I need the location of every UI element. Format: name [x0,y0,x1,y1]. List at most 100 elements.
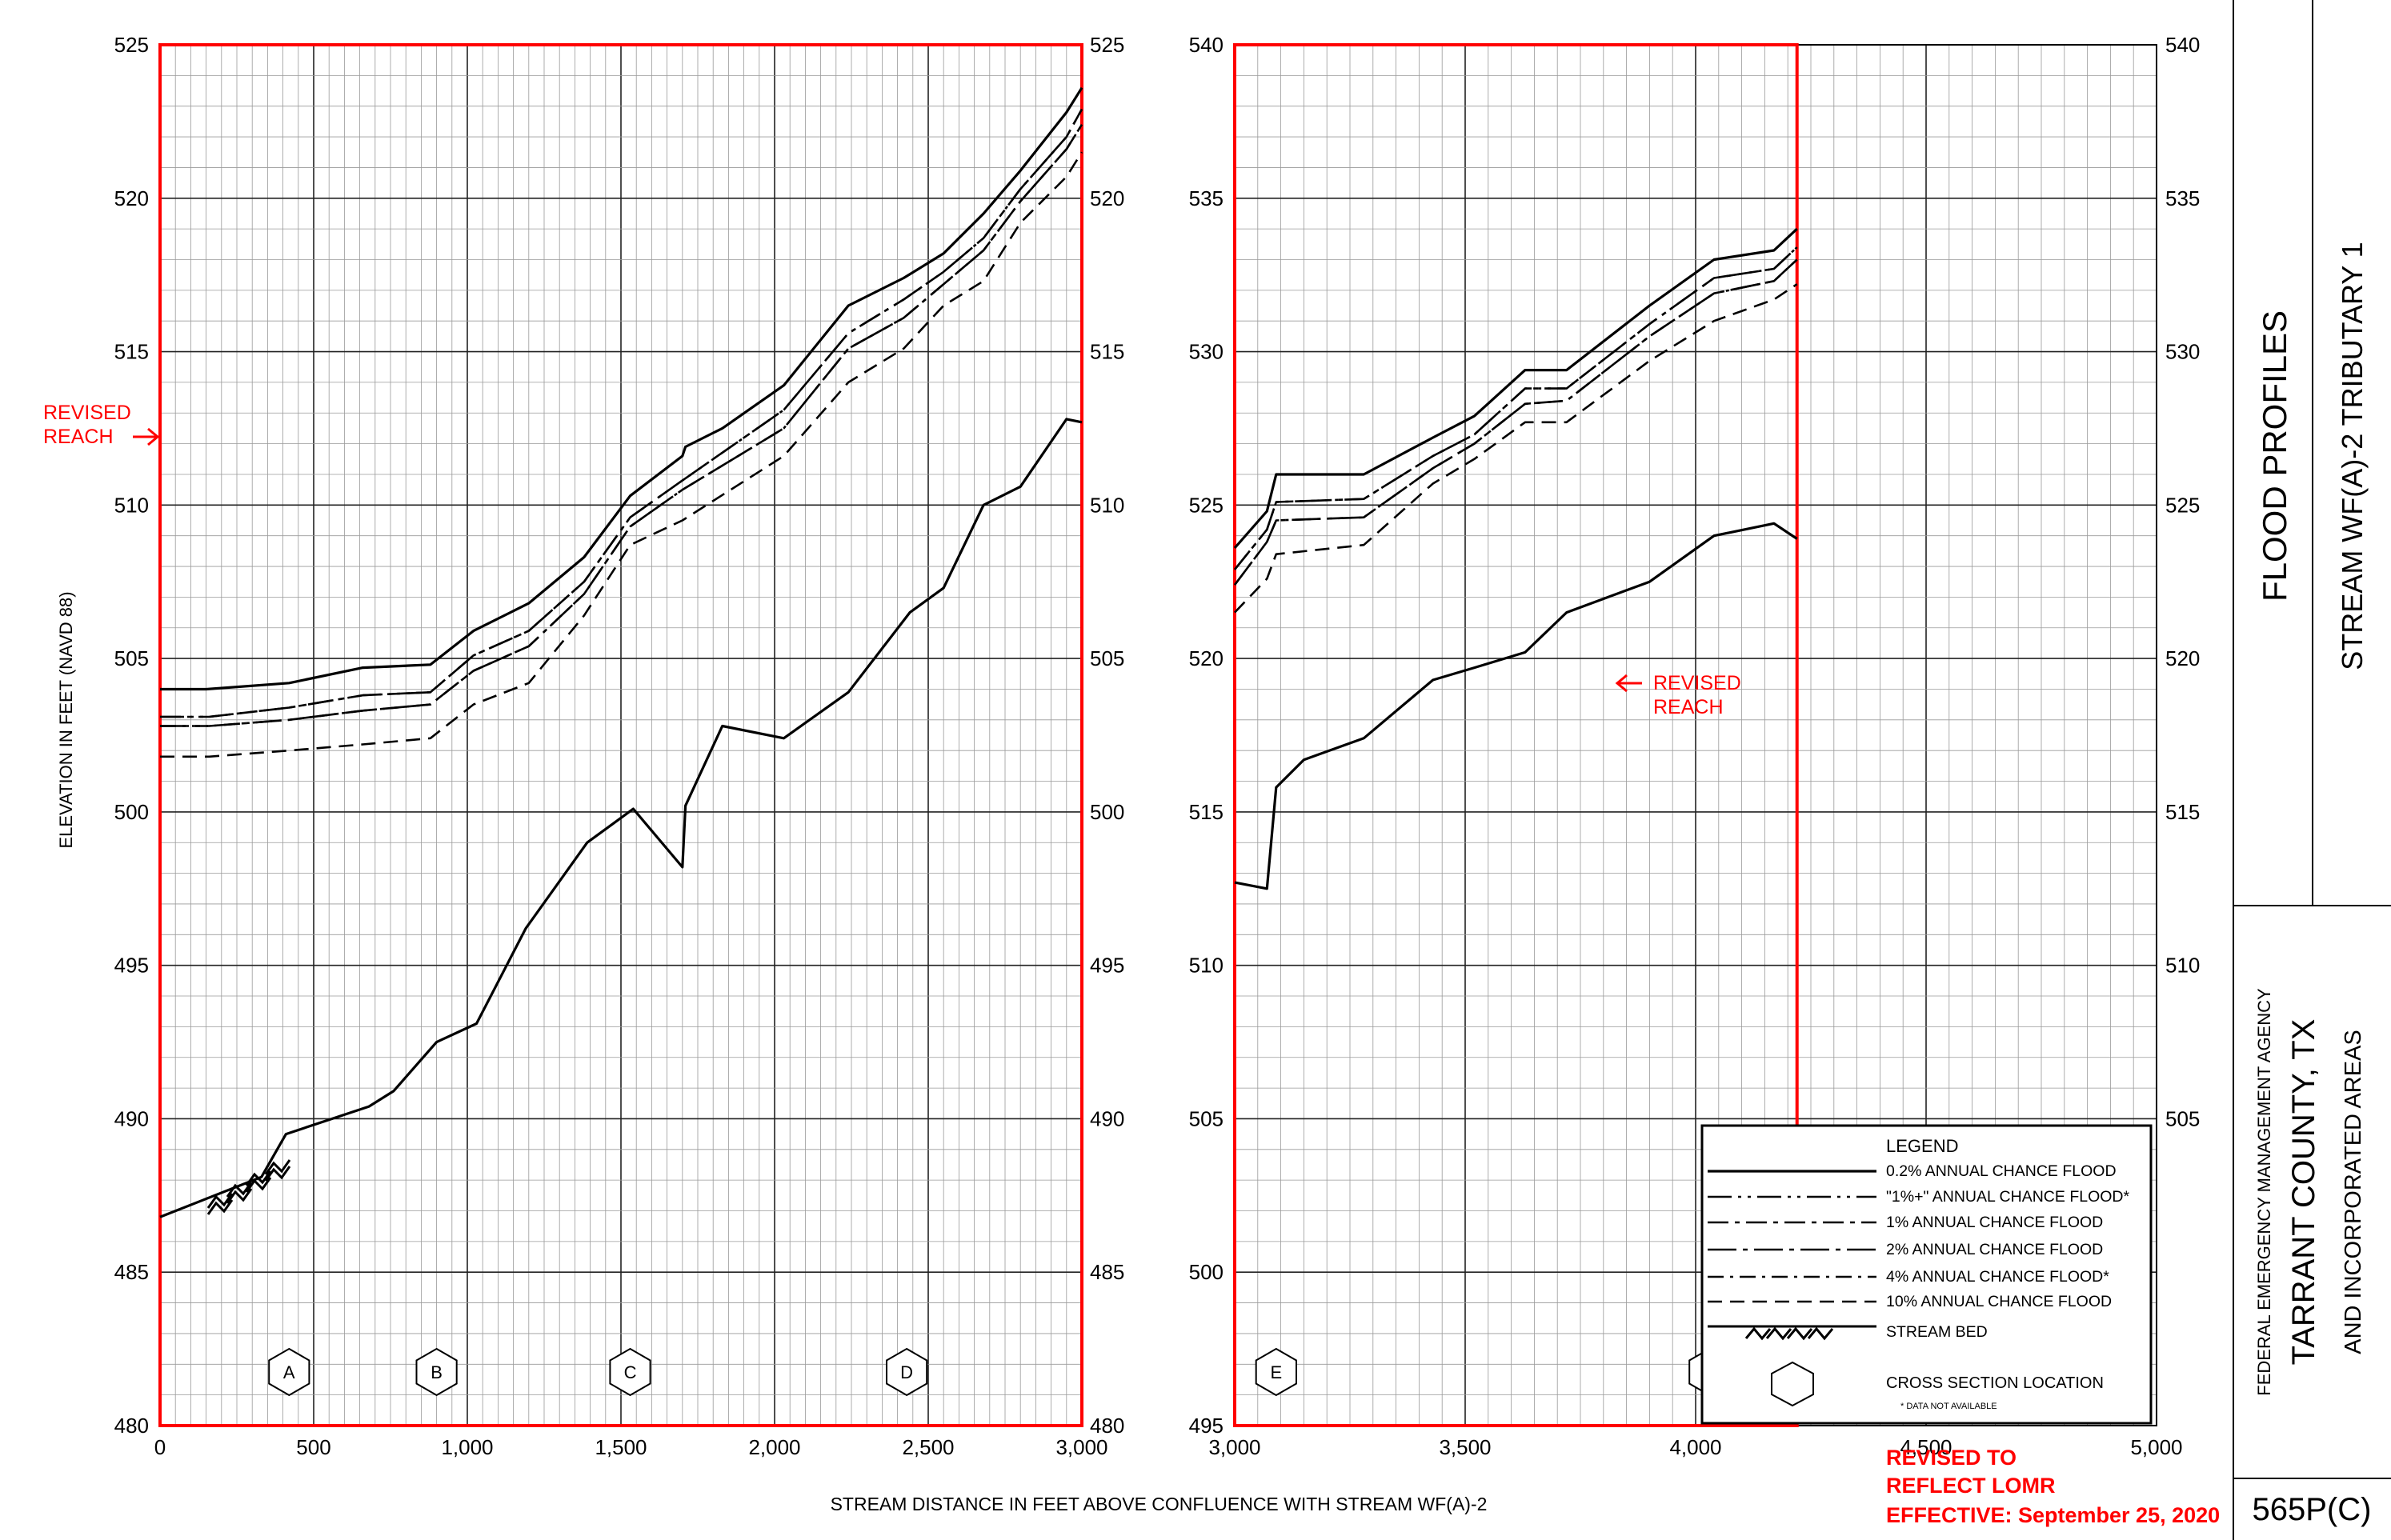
legend-footnote: * DATA NOT AVAILABLE [1900,1402,1997,1411]
y-tick-label: 505 [1189,1106,1224,1130]
legend-hatch [1786,1326,1813,1341]
y-tick-label: 515 [1189,800,1224,824]
legend-items: 0.2% ANNUAL CHANCE FLOOD "1%+" ANNUAL CHA… [1708,1162,2129,1341]
y-tick-label: 515 [114,340,149,364]
y-tick-label: 535 [1189,186,1224,210]
x-tick-label: 3,000 [1055,1435,1107,1459]
revised-stamp-line2: REFLECT LOMR [1886,1474,2055,1498]
panel-number: 565P(C) [2253,1492,2372,1527]
cross-section-hexagon [886,1347,928,1397]
y-tick-label-right: 515 [2165,800,2200,824]
y-tick-label-right: 525 [2165,493,2200,517]
y-tick-label: 525 [1189,493,1224,517]
legend-label: STREAM BED [1886,1323,1988,1341]
cross-section-marker: E [1255,1347,1297,1397]
title-flood-profiles: FLOOD PROFILES [2256,310,2293,602]
series-line-stream-bed [159,418,1083,1218]
title-stream-name: STREAM WF(A)-2 TRIBUTARY 1 [2336,242,2369,670]
revised-stamp: REVISED TO REFLECT LOMR EFFECTIVE: Septe… [1886,1446,2220,1527]
cross-section-label: C [624,1362,637,1382]
cross-section-marker: C [609,1347,651,1397]
title-block: FLOOD PROFILES STREAM WF(A)-2 TRIBUTARY … [2233,0,2391,1540]
cross-section-label: D [900,1362,913,1382]
x-tick-label: 5,000 [2130,1435,2182,1459]
legend-title: LEGEND [1886,1136,1958,1156]
profile-panel-left: 480 485 490 495 500 505 510 515 520 525 480 485 490 4… [114,33,1125,1459]
title-agency: FEDERAL EMERGENCY MANAGEMENT AGENCY [2254,988,2274,1396]
revised-reach-right-line1: REVISED [1653,672,1741,694]
cross-section-marker: B [415,1347,458,1397]
revised-reach-left-line2: REACH [43,426,114,448]
series-line-stream-bed [1234,522,1798,890]
right-series [1233,227,1798,890]
y-tick-label: 520 [1189,646,1224,670]
y-axis-title: ELEVATION IN FEET (NAVD 88) [56,591,76,848]
y-tick-label-right: 520 [1090,186,1124,210]
y-tick-label-right: 485 [1090,1260,1124,1284]
y-tick-label: 520 [114,186,149,210]
cross-section-marker: A [268,1347,310,1397]
cross-section-hexagon [268,1347,310,1397]
x-tick-label: 2,000 [748,1435,800,1459]
y-tick-label-right: 510 [1090,493,1124,517]
x-tick-label: 2,500 [902,1435,954,1459]
legend-label: 0.2% ANNUAL CHANCE FLOOD [1886,1162,2117,1180]
y-tick-label-right: 530 [2165,340,2200,364]
y-tick-label: 525 [114,33,149,57]
left-series [159,86,1083,1218]
series-line-flood-4 [1233,258,1798,586]
x-tick-label: 3,500 [1439,1435,1491,1459]
legend-label: "1%+" ANNUAL CHANCE FLOOD* [1886,1188,2129,1206]
cross-section-label: A [283,1362,295,1382]
y-tick-label-right: 525 [1090,33,1124,57]
x-tick-label: 0 [154,1435,166,1459]
arrow-left-icon [1615,674,1642,693]
series-line-flood-10 [160,151,1083,758]
y-tick-label-right: 500 [1090,800,1124,824]
left-cross-sections: A B C D [268,1347,928,1397]
x-tick-label: 4,500 [1900,1435,1952,1459]
y-tick-label: 510 [1189,954,1224,978]
x-tick-label: 1,500 [595,1435,647,1459]
x-tick-label: 3,000 [1208,1435,1260,1459]
stream-bed-hatch [206,1159,291,1215]
series-line-flood-4 [160,124,1083,727]
legend-cross-section-label: CROSS SECTION LOCATION [1886,1374,2104,1392]
revised-reach-left: REVISED REACH [43,402,160,448]
x-axis-title: STREAM DISTANCE IN FEET ABOVE CONFLUENCE… [831,1494,1488,1514]
legend-label: 4% ANNUAL CHANCE FLOOD* [1886,1268,2109,1286]
y-tick-label-right: 520 [2165,646,2200,670]
title-areas: AND INCORPORATED AREAS [2341,1030,2366,1354]
y-tick-label: 540 [1189,33,1224,57]
series-line-flood-1plus [1233,246,1798,570]
series-line-flood-02 [1233,227,1798,550]
series-line-flood-02 [160,86,1083,691]
x-tick-label: 4,000 [1669,1435,1721,1459]
right-axis-labels: 495 500 505 510 515 520 525 530 535 540 505 510 515 5… [1189,33,2201,1459]
legend: LEGEND 0.2% ANNUAL CHANCE FLOOD "1%+" ANN… [1700,1124,2153,1425]
y-tick-label-right: 535 [2165,186,2200,210]
y-tick-label-right: 540 [2165,33,2200,57]
legend-label: 2% ANNUAL CHANCE FLOOD [1886,1241,2103,1258]
cross-section-marker: D [886,1347,928,1397]
y-tick-label-right: 480 [1090,1414,1124,1438]
cross-section-hexagon [1255,1347,1297,1397]
cross-section-label: B [431,1362,443,1382]
legend-label: 1% ANNUAL CHANCE FLOOD [1886,1214,2103,1231]
y-tick-label-right: 510 [2165,954,2200,978]
revised-reach-right-line2: REACH [1653,696,1724,718]
revised-reach-box [158,43,1083,1427]
revised-reach-left-line1: REVISED [43,402,131,424]
y-tick-label-right: 515 [1090,340,1124,364]
legend-hatch [1765,1326,1792,1341]
revised-stamp-line1: REVISED TO [1886,1446,2017,1470]
left-grid [158,43,1083,1427]
title-county: TARRANT COUNTY, TX [2286,1019,2321,1366]
cross-section-hexagon [609,1347,651,1397]
y-tick-label-right: 505 [2165,1106,2200,1130]
y-tick-label: 530 [1189,340,1224,364]
series-line-flood-10 [1234,283,1798,614]
legend-label: 10% ANNUAL CHANCE FLOOD [1886,1293,2112,1310]
y-tick-label-right: 495 [1090,954,1124,978]
